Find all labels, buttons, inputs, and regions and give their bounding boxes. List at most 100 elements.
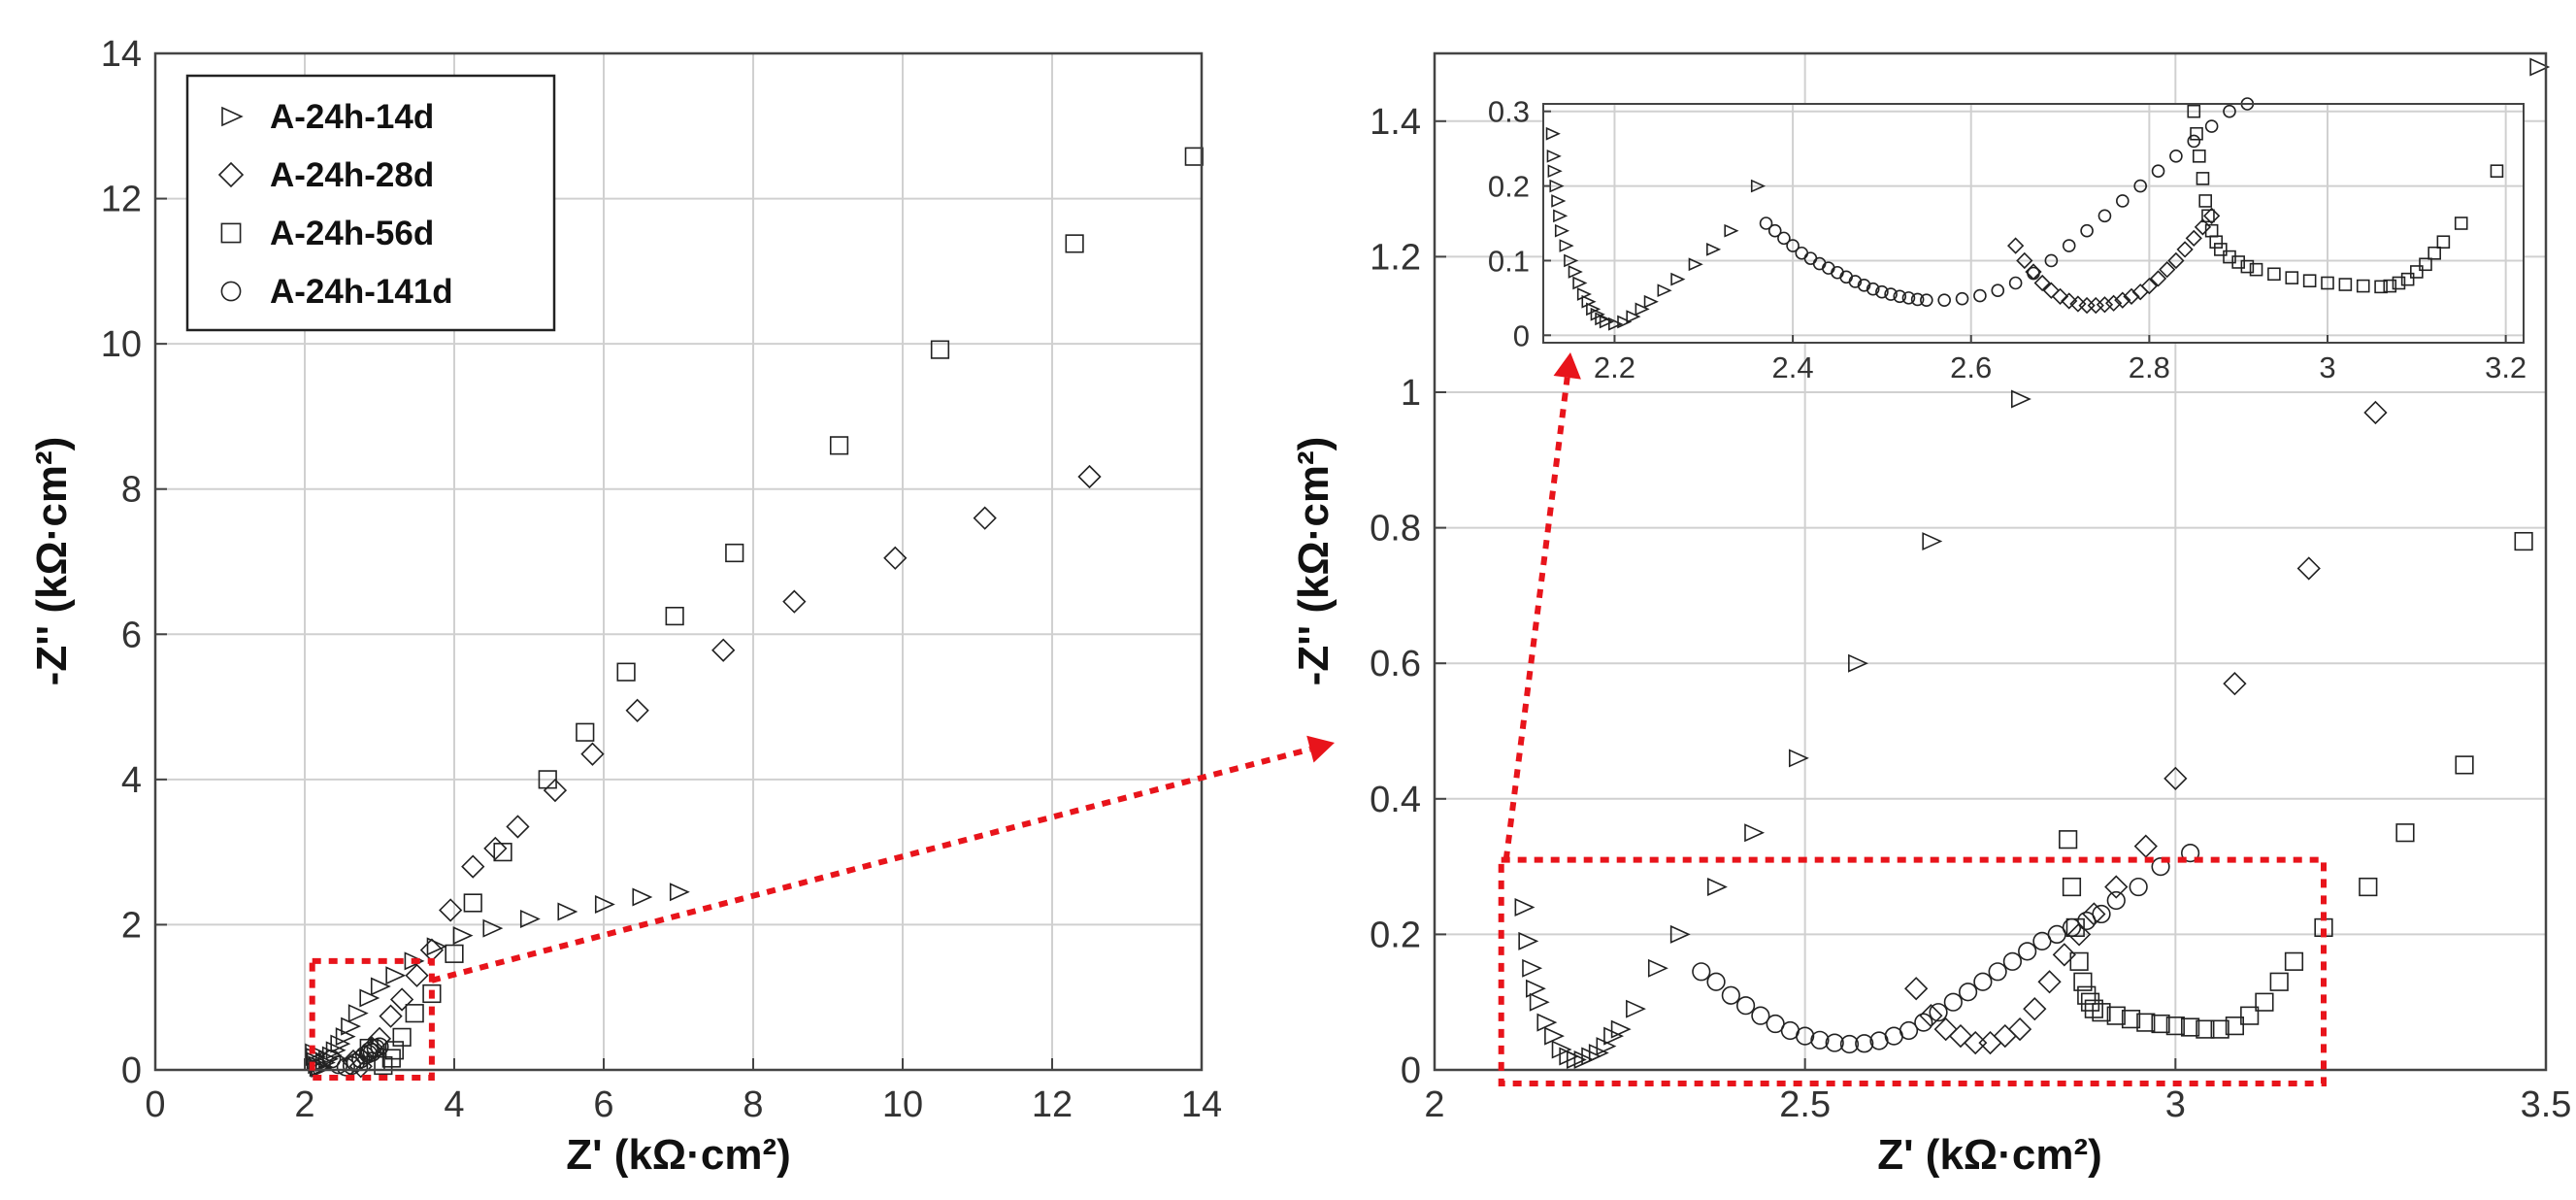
data-point bbox=[2514, 531, 2533, 551]
data-point bbox=[2007, 1017, 2032, 1042]
data-point bbox=[1608, 317, 1624, 331]
data-point bbox=[2204, 119, 2219, 133]
legend-box bbox=[185, 74, 556, 332]
data-point bbox=[2163, 766, 2188, 790]
data-point bbox=[2267, 267, 2281, 282]
data-point bbox=[483, 836, 508, 861]
data-point bbox=[1643, 294, 1659, 309]
overview-chart: 0 2 4 6 8 10 12 14 0 2 4 6 8 10 12 14 Z' (kΩ·cm²) -Z''… bbox=[28, 34, 1222, 1179]
data-point bbox=[1922, 532, 1943, 551]
zoom-x-ticks: 2 2.5 3 3.5 bbox=[1424, 1058, 2571, 1125]
data-point bbox=[2203, 207, 2221, 224]
data-point bbox=[2044, 253, 2059, 268]
data-point bbox=[2187, 104, 2201, 118]
data-point bbox=[1544, 1026, 1565, 1046]
connector-arrow-overview-to-zoom bbox=[431, 746, 1311, 983]
data-point bbox=[1825, 1033, 1844, 1052]
zoom-x-axis-title: Z' (kΩ·cm²) bbox=[1877, 1131, 2102, 1179]
data-point bbox=[782, 589, 807, 614]
data-point bbox=[1810, 1030, 1830, 1050]
data-point bbox=[1553, 209, 1569, 223]
data-point bbox=[2374, 280, 2388, 294]
data-point bbox=[2016, 251, 2033, 270]
overview-zoom-region bbox=[309, 957, 435, 1081]
data-point bbox=[1943, 992, 1963, 1012]
data-point bbox=[2356, 279, 2370, 293]
data-point bbox=[2105, 294, 2123, 312]
data-point bbox=[2419, 257, 2432, 272]
data-point bbox=[2240, 1006, 2260, 1025]
legend-label: A-24h-141d bbox=[270, 273, 453, 311]
data-point bbox=[1566, 1050, 1587, 1070]
y-tick-label: 8 bbox=[121, 470, 142, 511]
data-point bbox=[1572, 276, 1588, 290]
data-point bbox=[2190, 126, 2203, 141]
data-point bbox=[1796, 1026, 1815, 1046]
data-point bbox=[1767, 223, 1782, 238]
data-point bbox=[2106, 1006, 2126, 1025]
data-point bbox=[2092, 1003, 2111, 1022]
data-point bbox=[2201, 209, 2215, 223]
data-point bbox=[1904, 977, 1929, 1001]
data-point bbox=[2123, 287, 2140, 305]
data-point bbox=[1595, 312, 1610, 326]
y-tick-label: 1 bbox=[1401, 373, 1421, 414]
data-point bbox=[493, 843, 512, 862]
data-point bbox=[426, 937, 447, 956]
data-point bbox=[1893, 289, 1907, 304]
data-point bbox=[2051, 287, 2069, 305]
legend-label: A-24h-56d bbox=[270, 215, 434, 252]
data-point bbox=[1077, 464, 1102, 489]
data-point bbox=[2062, 877, 2082, 897]
inset-chart: 2.2 2.4 2.6 2.8 3 3.2 0 0.1 0.2 0.3 bbox=[1488, 95, 2526, 384]
data-point bbox=[973, 506, 997, 530]
data-point bbox=[665, 606, 684, 626]
data-point bbox=[1759, 217, 1773, 230]
data-point bbox=[506, 815, 530, 839]
data-point bbox=[2059, 830, 2078, 850]
y-tick-label: 0.6 bbox=[1370, 644, 1421, 684]
data-point bbox=[389, 987, 414, 1012]
data-point bbox=[2151, 1014, 2170, 1034]
y-tick-label: 6 bbox=[121, 615, 142, 655]
data-point bbox=[1626, 310, 1641, 323]
data-point bbox=[2285, 271, 2299, 284]
data-point bbox=[422, 983, 442, 1004]
data-point bbox=[359, 988, 380, 1008]
x-tick-label: 2 bbox=[294, 1084, 314, 1125]
x-tick-label: 3.2 bbox=[2485, 350, 2526, 384]
data-point bbox=[2092, 904, 2111, 924]
data-point bbox=[2395, 823, 2415, 843]
inset-grid bbox=[1543, 104, 2524, 343]
data-point bbox=[1551, 1040, 1572, 1059]
data-point bbox=[461, 854, 485, 879]
data-point bbox=[2338, 278, 2353, 291]
data-point bbox=[1955, 291, 1969, 306]
x-tick-label: 4 bbox=[444, 1084, 464, 1125]
y-tick-label: 1.2 bbox=[1370, 237, 1421, 278]
x-tick-label: 8 bbox=[743, 1084, 763, 1125]
zoom-frame bbox=[1433, 51, 2548, 1072]
data-point bbox=[1588, 1044, 1609, 1063]
data-point bbox=[318, 1050, 339, 1069]
y-tick-label: 0.2 bbox=[1370, 915, 1421, 955]
data-point bbox=[2133, 179, 2147, 193]
data-point bbox=[1910, 292, 1925, 307]
data-point bbox=[2096, 296, 2114, 314]
data-point bbox=[1617, 315, 1633, 329]
data-point bbox=[2066, 922, 2092, 947]
series-A-24h-141d bbox=[1692, 844, 2200, 1054]
data-point bbox=[1937, 293, 1951, 307]
data-point bbox=[1788, 749, 1809, 768]
x-tick-label: 6 bbox=[593, 1084, 613, 1125]
data-point bbox=[2455, 755, 2474, 775]
data-point bbox=[580, 742, 605, 766]
data-point bbox=[2121, 1010, 2141, 1029]
data-point bbox=[1688, 257, 1703, 272]
zoom-zoom-region bbox=[1498, 856, 2327, 1086]
data-point bbox=[1707, 878, 1728, 897]
data-point bbox=[1626, 999, 1646, 1018]
data-point bbox=[1657, 283, 1672, 298]
data-point bbox=[2129, 877, 2148, 897]
data-point bbox=[1933, 1017, 1958, 1042]
